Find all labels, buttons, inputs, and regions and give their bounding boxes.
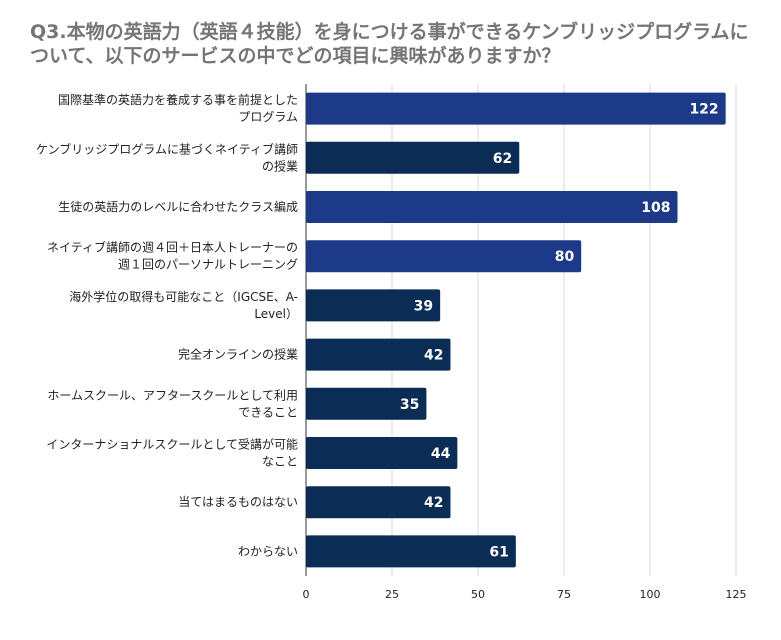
x-tick-label: 50: [471, 588, 485, 601]
category-label: ホームスクール、アフタースクールとして利用できること: [47, 388, 298, 419]
category-label: インターナショナルスクールとして受講が可能なこと: [46, 437, 298, 469]
bar: [306, 437, 458, 469]
category-label: 海外学位の取得も可能なこと（IGCSE、A- Level）: [69, 289, 298, 321]
x-tick-label: 0: [303, 588, 310, 601]
bar: [306, 486, 451, 519]
category-label-line: ネイティブ講師の週４回＋日本人トレーナーの: [47, 240, 298, 255]
category-label: 当てはまるものはない: [178, 495, 298, 509]
category-label: 完全オンラインの授業: [178, 347, 298, 362]
category-label: 国際基準の英語力を養成する事を前提としたプログラム: [58, 92, 298, 124]
category-label-line: ケンブリッジプログラムに基づくネイティブ講師: [36, 141, 298, 156]
category-labels: 国際基準の英語力を養成する事を前提としたプログラムケンブリッジプログラムに基づく…: [36, 92, 298, 558]
bar: [306, 387, 427, 420]
category-label: 生徒の英語力のレベルに合わせたクラス編成: [58, 199, 298, 214]
bar-value-label: 39: [414, 298, 433, 314]
category-label-line: Level）: [254, 307, 298, 321]
bar: [306, 338, 451, 371]
category-label-line: の授業: [262, 158, 298, 173]
bar-value-label: 80: [555, 249, 575, 265]
bar: [306, 535, 516, 568]
x-tick-label: 100: [640, 588, 661, 601]
bar: [306, 240, 582, 273]
category-label-line: インターナショナルスクールとして受講が可能: [46, 437, 298, 452]
x-axis-ticks: 0 25 50 75 100 125: [303, 588, 747, 601]
x-tick-label: 75: [557, 588, 571, 601]
bar-value-label: 42: [424, 348, 443, 364]
category-label-line: プログラム: [238, 110, 298, 124]
bar: [306, 92, 726, 125]
category-label-line: 国際基準の英語力を養成する事を前提とした: [58, 92, 298, 107]
category-label-line: 生徒の英語力のレベルに合わせたクラス編成: [58, 199, 298, 214]
bar-value-label: 62: [493, 151, 512, 167]
chart-title: Q3.本物の英語力（英語４技能）を身につける事ができるケンブリッジプログラムにつ…: [30, 21, 749, 67]
category-label-line: 当てはまるものはない: [178, 495, 298, 509]
bar-value-label: 44: [431, 446, 451, 462]
category-label-line: なこと: [262, 455, 298, 469]
category-label-line: わからない: [238, 544, 298, 558]
bar: [306, 191, 678, 223]
category-label: ケンブリッジプログラムに基づくネイティブ講師の授業: [36, 141, 298, 173]
bar: [306, 289, 441, 322]
bars: 122 62 108 80 39 42 35 44 42 61: [306, 92, 726, 568]
category-label: ネイティブ講師の週４回＋日本人トレーナーの週１回のパーソナルトレーニング: [47, 240, 298, 272]
category-label-line: 海外学位の取得も可能なこと（IGCSE、A-: [69, 289, 298, 304]
category-label-line: できること: [238, 405, 298, 419]
bar-value-label: 35: [400, 397, 419, 413]
bar: [306, 141, 520, 174]
bar-value-label: 122: [689, 102, 718, 118]
category-label-line: 週１回のパーソナルトレーニング: [118, 258, 298, 272]
category-label-line: ホームスクール、アフタースクールとして利用: [47, 388, 298, 402]
bar-value-label: 61: [489, 544, 508, 560]
category-label: わからない: [238, 544, 298, 558]
bar-value-label: 42: [424, 495, 443, 511]
bar-value-label: 108: [641, 200, 670, 216]
x-tick-label: 125: [726, 588, 747, 601]
x-tick-label: 25: [385, 588, 399, 601]
category-label-line: 完全オンラインの授業: [178, 347, 298, 362]
